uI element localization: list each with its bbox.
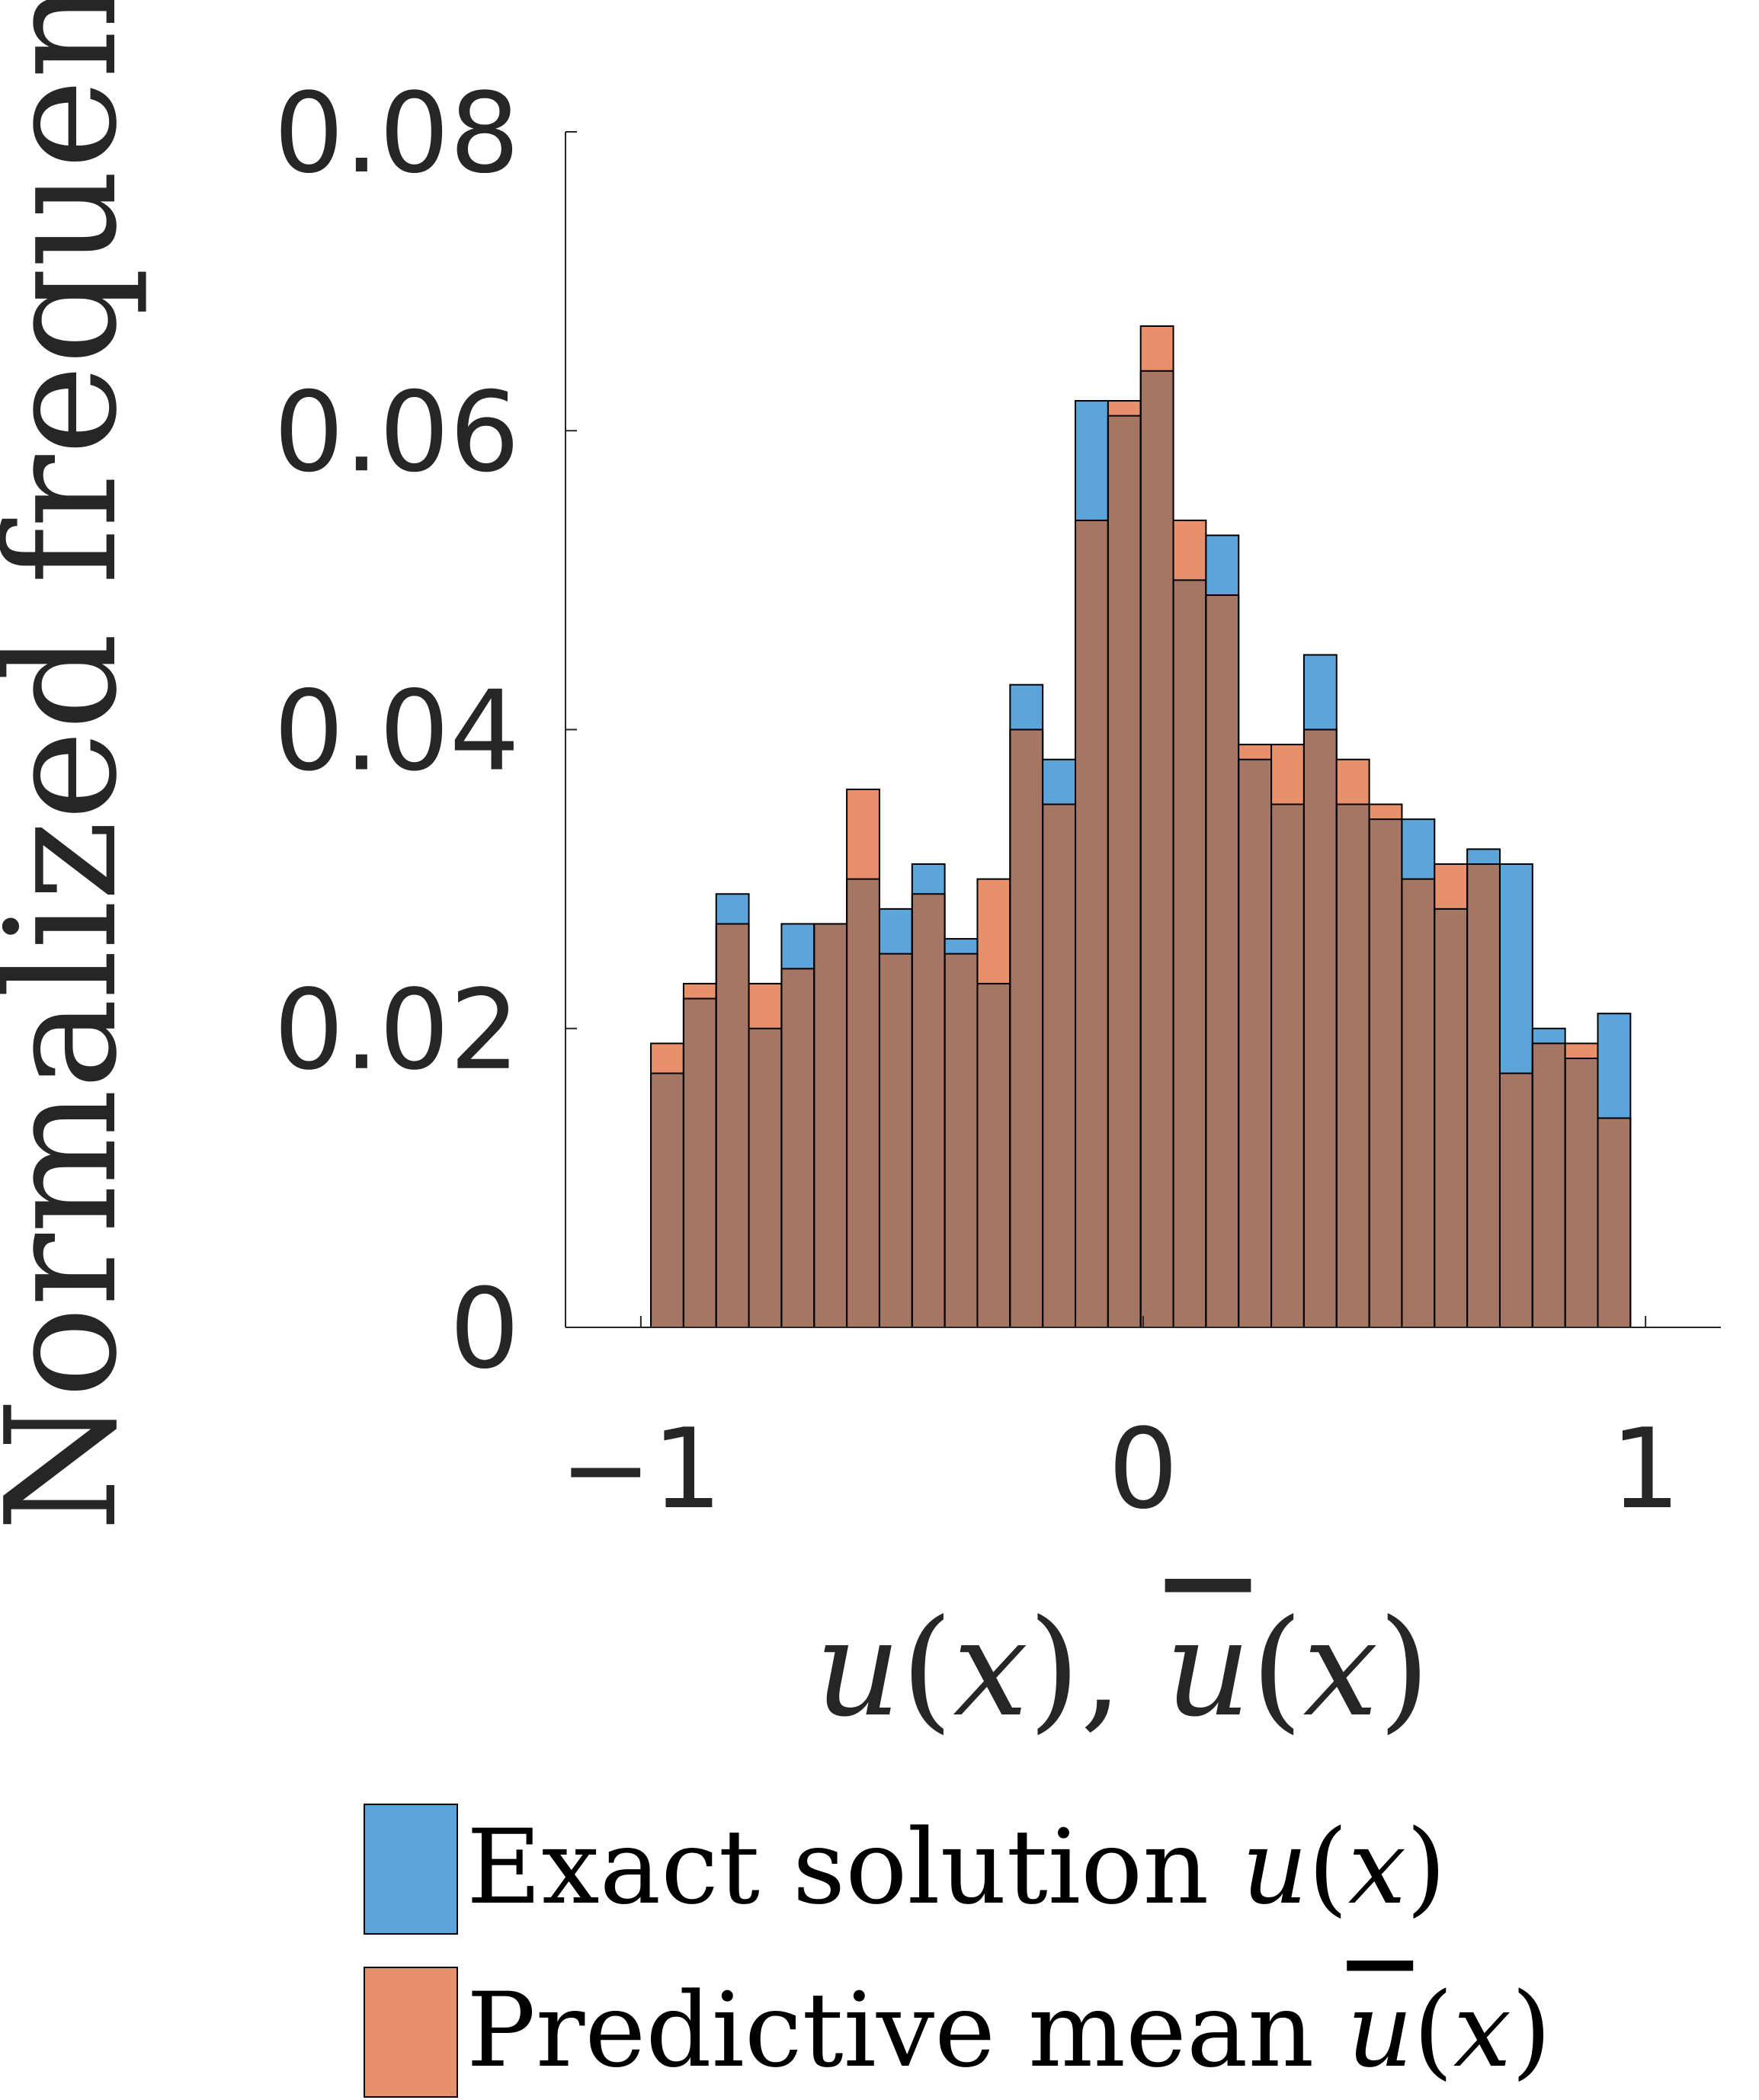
histogram-bar-exact: [1597, 1013, 1631, 1119]
y-tick-label: 0.06: [274, 368, 520, 497]
histogram-bar-overlap: [1140, 370, 1174, 1327]
histogram-bar-predictive: [1271, 744, 1304, 805]
histogram-bar-exact: [716, 894, 749, 924]
histogram-bar-overlap: [847, 879, 880, 1328]
histogram-bar-exact: [1303, 655, 1337, 730]
histogram-bar-exact: [1206, 535, 1239, 595]
histogram-bar-exact: [912, 864, 945, 895]
x-axis-title: u(x), u(x): [815, 1592, 1430, 1746]
histogram-bar-overlap: [1434, 908, 1468, 1327]
histogram-bar-predictive: [683, 983, 716, 999]
histogram-bar-overlap: [651, 1073, 684, 1327]
histogram-bar-exact: [1467, 849, 1500, 865]
histogram-bar-predictive: [1107, 401, 1141, 416]
histogram-bar-exact: [1010, 684, 1043, 730]
histogram-bar-predictive: [1140, 325, 1174, 371]
histogram-bar-overlap: [912, 894, 945, 1327]
histogram-bar-exact: [1043, 759, 1076, 805]
bars-layer: [650, 325, 1632, 1329]
histogram-bar-overlap: [1271, 804, 1304, 1327]
histogram-bar-overlap: [683, 998, 716, 1327]
histogram-bar-predictive: [1369, 804, 1402, 820]
histogram-bar-overlap: [1369, 819, 1402, 1327]
histogram-bar-overlap: [1043, 804, 1076, 1327]
histogram-bar-predictive: [1565, 1043, 1598, 1058]
histogram-bar-overlap: [1173, 580, 1206, 1328]
histogram-bar-overlap: [1499, 1073, 1533, 1327]
histogram-bar-predictive: [977, 879, 1011, 984]
y-tick-label: 0.08: [274, 69, 520, 198]
histogram-bar-overlap: [1206, 594, 1239, 1327]
histogram-bar-exact: [1532, 1028, 1565, 1044]
histogram-bar-overlap: [944, 953, 978, 1327]
histogram-bar-overlap: [1402, 879, 1435, 1328]
legend-swatch-exact: [364, 1804, 458, 1935]
legend-swatch-pred: [364, 1967, 458, 2098]
x-tick-label: 0: [1108, 1405, 1178, 1534]
histogram-bar-overlap: [814, 924, 847, 1327]
y-tick-label: 0: [450, 1265, 520, 1394]
y-tick-label: 0.04: [274, 667, 520, 796]
histogram-bar-predictive: [1238, 744, 1272, 760]
histogram-bar-overlap: [1238, 759, 1272, 1327]
histogram-bar-exact: [879, 908, 912, 954]
histogram-bar-overlap: [716, 924, 749, 1327]
x-ticks: −1 0 1: [559, 1316, 1681, 1534]
histogram-bar-exact: [944, 939, 978, 954]
histogram-bar-overlap: [748, 1028, 782, 1327]
histogram-bar-overlap: [1467, 864, 1500, 1327]
legend-label-pred: Predictive mean u(x): [466, 1970, 1552, 2090]
histogram-bar-overlap: [781, 968, 815, 1327]
histogram-bar-overlap: [1303, 729, 1337, 1327]
histogram-bar-predictive: [748, 983, 782, 1029]
histogram-bar-overlap: [879, 953, 912, 1327]
histogram-bar-overlap: [1565, 1058, 1598, 1327]
histogram-bar-overlap: [1597, 1118, 1631, 1327]
histogram-bar-overlap: [977, 983, 1011, 1327]
histogram-bar-overlap: [1075, 520, 1108, 1328]
legend: Exact solution u(x) Predictive mean u(x): [364, 1804, 1552, 2098]
histogram-bar-overlap: [1336, 804, 1370, 1327]
legend-label-exact: Exact solution u(x): [466, 1807, 1447, 1927]
histogram-bar-predictive: [1336, 759, 1370, 805]
histogram-bar-predictive: [1173, 520, 1206, 581]
x-tick-label: 1: [1610, 1405, 1681, 1534]
histogram-bar-predictive: [847, 789, 880, 879]
y-axis-title: Normalized frequency: [0, 0, 151, 1532]
histogram-bar-exact: [781, 924, 815, 969]
x-tick-label: −1: [559, 1405, 723, 1534]
histogram-bar-overlap: [1532, 1043, 1565, 1327]
y-tick-label: 0.02: [274, 966, 520, 1095]
histogram-bar-exact: [1499, 864, 1533, 1074]
histogram-bar-exact: [1402, 819, 1435, 879]
histogram-bar-predictive: [651, 1043, 684, 1074]
histogram-bar-exact: [1075, 401, 1108, 520]
y-ticks: 0 0.02 0.04 0.06 0.08: [274, 69, 577, 1394]
histogram-bar-predictive: [1434, 864, 1468, 909]
histogram-bar-overlap: [1107, 415, 1141, 1327]
histogram-bar-overlap: [1010, 729, 1043, 1327]
